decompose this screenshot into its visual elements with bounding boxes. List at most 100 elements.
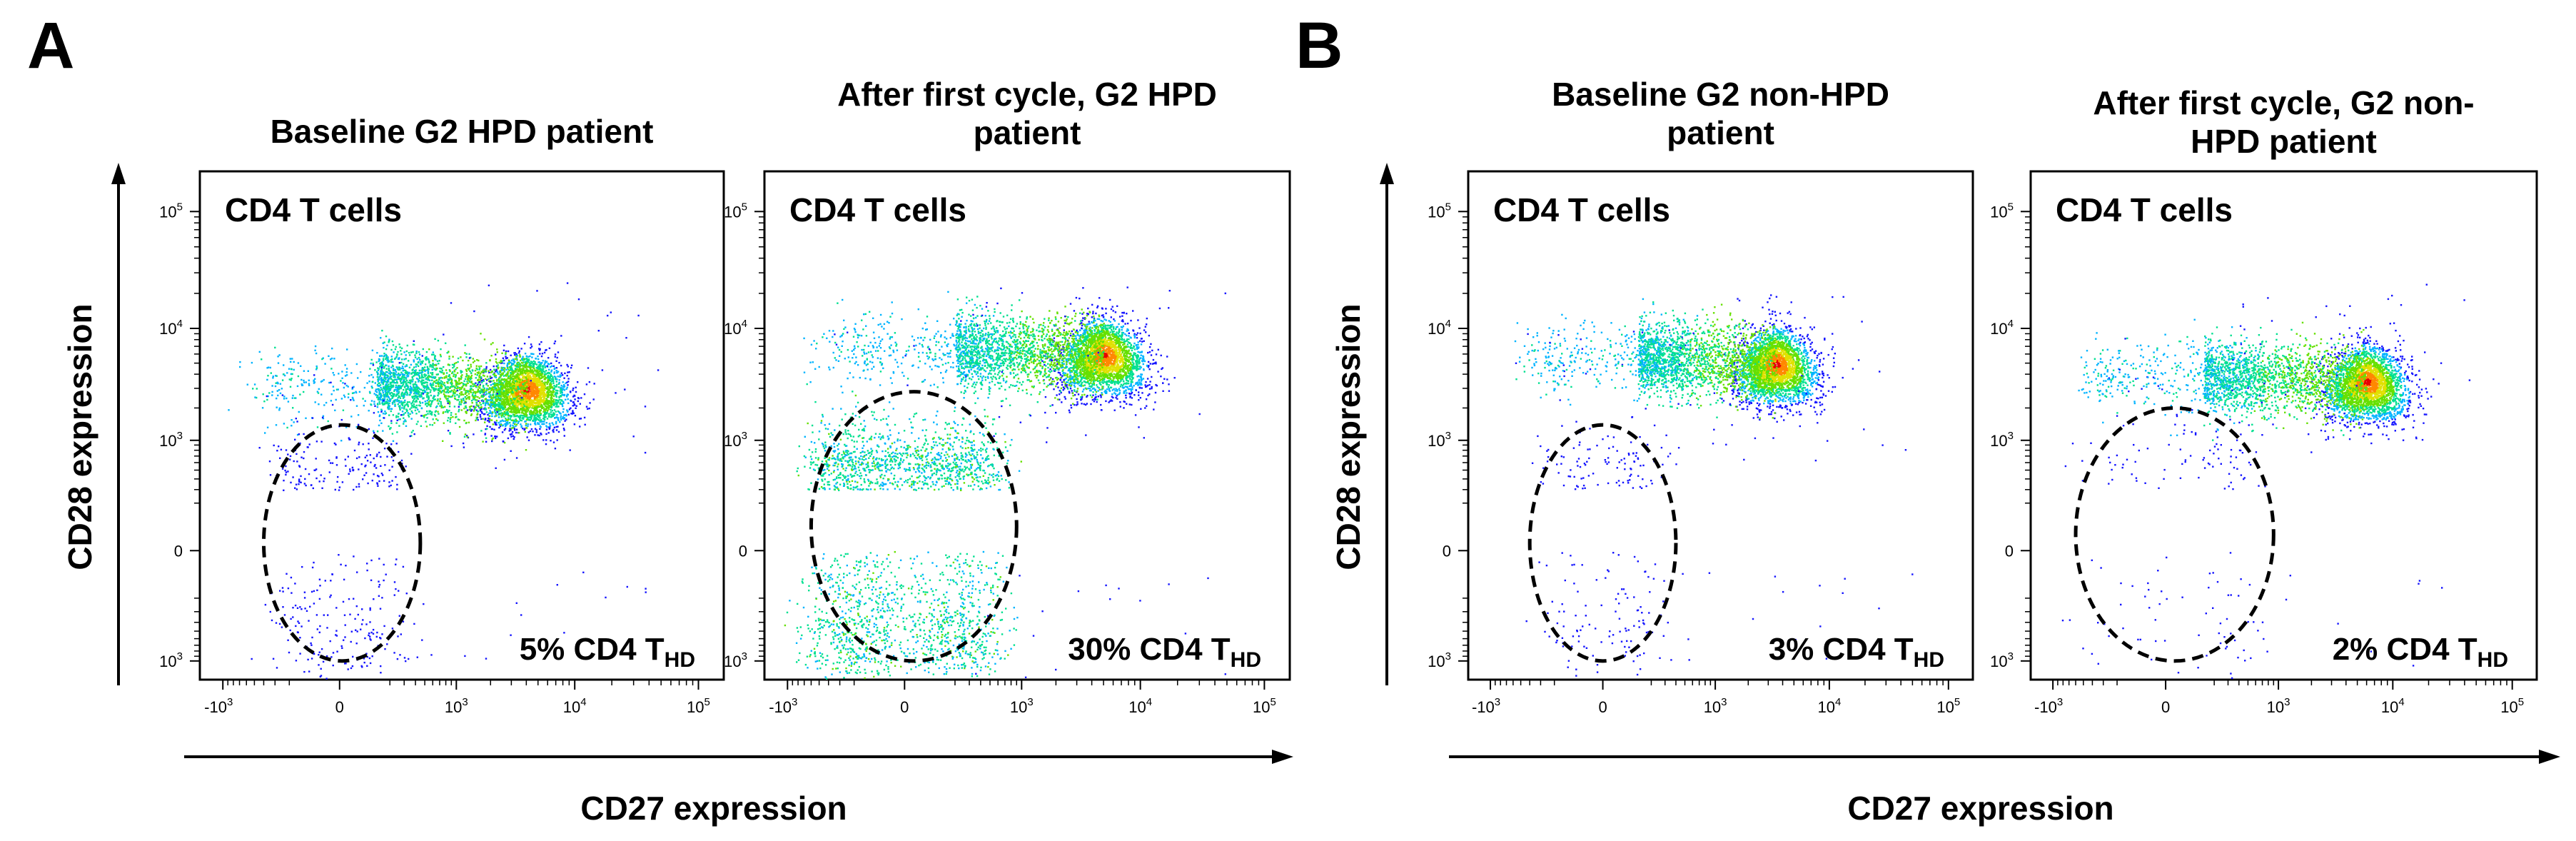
scatter-point [548,428,550,430]
scatter-point [406,403,408,405]
scatter-point [545,370,547,372]
scatter-point [372,381,374,383]
scatter-point [537,372,540,374]
scatter-point [426,388,428,390]
scatter-point [291,425,293,427]
scatter-point [405,379,408,382]
scatter-point [490,396,493,398]
scatter-point [554,393,556,396]
scatter-point [485,393,488,395]
scatter-point [401,366,404,368]
scatter-point [373,432,375,434]
scatter-point [549,425,552,427]
scatter-point [561,392,563,394]
scatter-point [493,428,495,430]
scatter-point [555,420,557,423]
scatter-point [503,362,505,365]
scatter-point [539,364,542,366]
scatter-point [517,411,520,413]
scatter-point [552,378,555,381]
scatter-point [566,363,568,366]
scatter-point [465,390,467,392]
scatter-point [572,389,574,391]
scatter-point [413,396,415,398]
scatter-point [258,351,261,353]
scatter-point [453,391,455,393]
scatter-point [363,404,365,407]
scatter-point [525,383,527,386]
scatter-point [541,353,544,355]
scatter-point [497,413,500,416]
scatter-point [506,388,508,391]
scatter-point [456,387,458,390]
scatter-point [479,383,481,386]
scatter-point [380,396,383,398]
scatter-point [550,386,552,388]
scatter-point [523,405,525,408]
scatter-point [523,400,525,403]
scatter-point [423,366,426,368]
scatter-point [343,394,345,396]
scatter-point [530,343,532,346]
scatter-point [562,381,564,383]
scatter-point [355,405,358,407]
scatter-point [507,408,510,410]
scatter-point [313,374,315,376]
scatter-point [433,368,435,370]
scatter-point [400,382,403,384]
scatter-point [532,373,535,376]
scatter-point [550,371,552,373]
scatter-point [500,361,502,363]
scatter-point [406,344,408,347]
scatter-point [373,412,375,414]
scatter-point [522,408,525,411]
scatter-point [515,431,517,434]
scatter-point [470,366,473,368]
scatter-point [500,410,502,412]
scatter-point [525,413,527,416]
scatter-point [541,383,544,385]
scatter-point [537,358,540,361]
scatter-point [534,406,536,408]
scatter-point [494,396,496,399]
scatter-point [438,393,440,395]
scatter-point [431,400,434,402]
scatter-point [539,420,541,423]
scatter-point [487,402,490,404]
scatter-point [566,409,568,411]
scatter-point [540,382,542,384]
scatter-point [469,381,471,383]
scatter-point [440,403,443,405]
scatter-point [499,373,502,376]
scatter-point [408,658,410,660]
scatter-point [498,393,501,395]
scatter-point [428,403,430,406]
scatter-point [425,358,428,361]
scatter-point [382,389,384,392]
scatter-point [465,411,468,413]
scatter-point [353,598,355,600]
scatter-point [402,367,405,370]
scatter-point [522,403,524,405]
scatter-point [539,428,541,430]
scatter-point [426,396,428,398]
scatter-point [398,387,400,390]
scatter-point [523,371,526,373]
scatter-point [517,420,520,423]
scatter-point [463,398,465,400]
scatter-point [431,368,433,371]
scatter-point [308,384,310,386]
scatter-point [500,398,502,401]
scatter-point [539,379,541,381]
scatter-point [291,368,293,371]
scatter-point [393,376,395,378]
scatter-point [515,425,517,428]
scatter-point [397,416,400,418]
scatter-point [466,381,468,383]
scatter-point [561,387,563,389]
scatter-point [555,406,557,408]
scatter-point [455,383,458,386]
scatter-point [525,406,527,408]
scatter-point [534,361,536,363]
scatter-point [529,368,532,371]
